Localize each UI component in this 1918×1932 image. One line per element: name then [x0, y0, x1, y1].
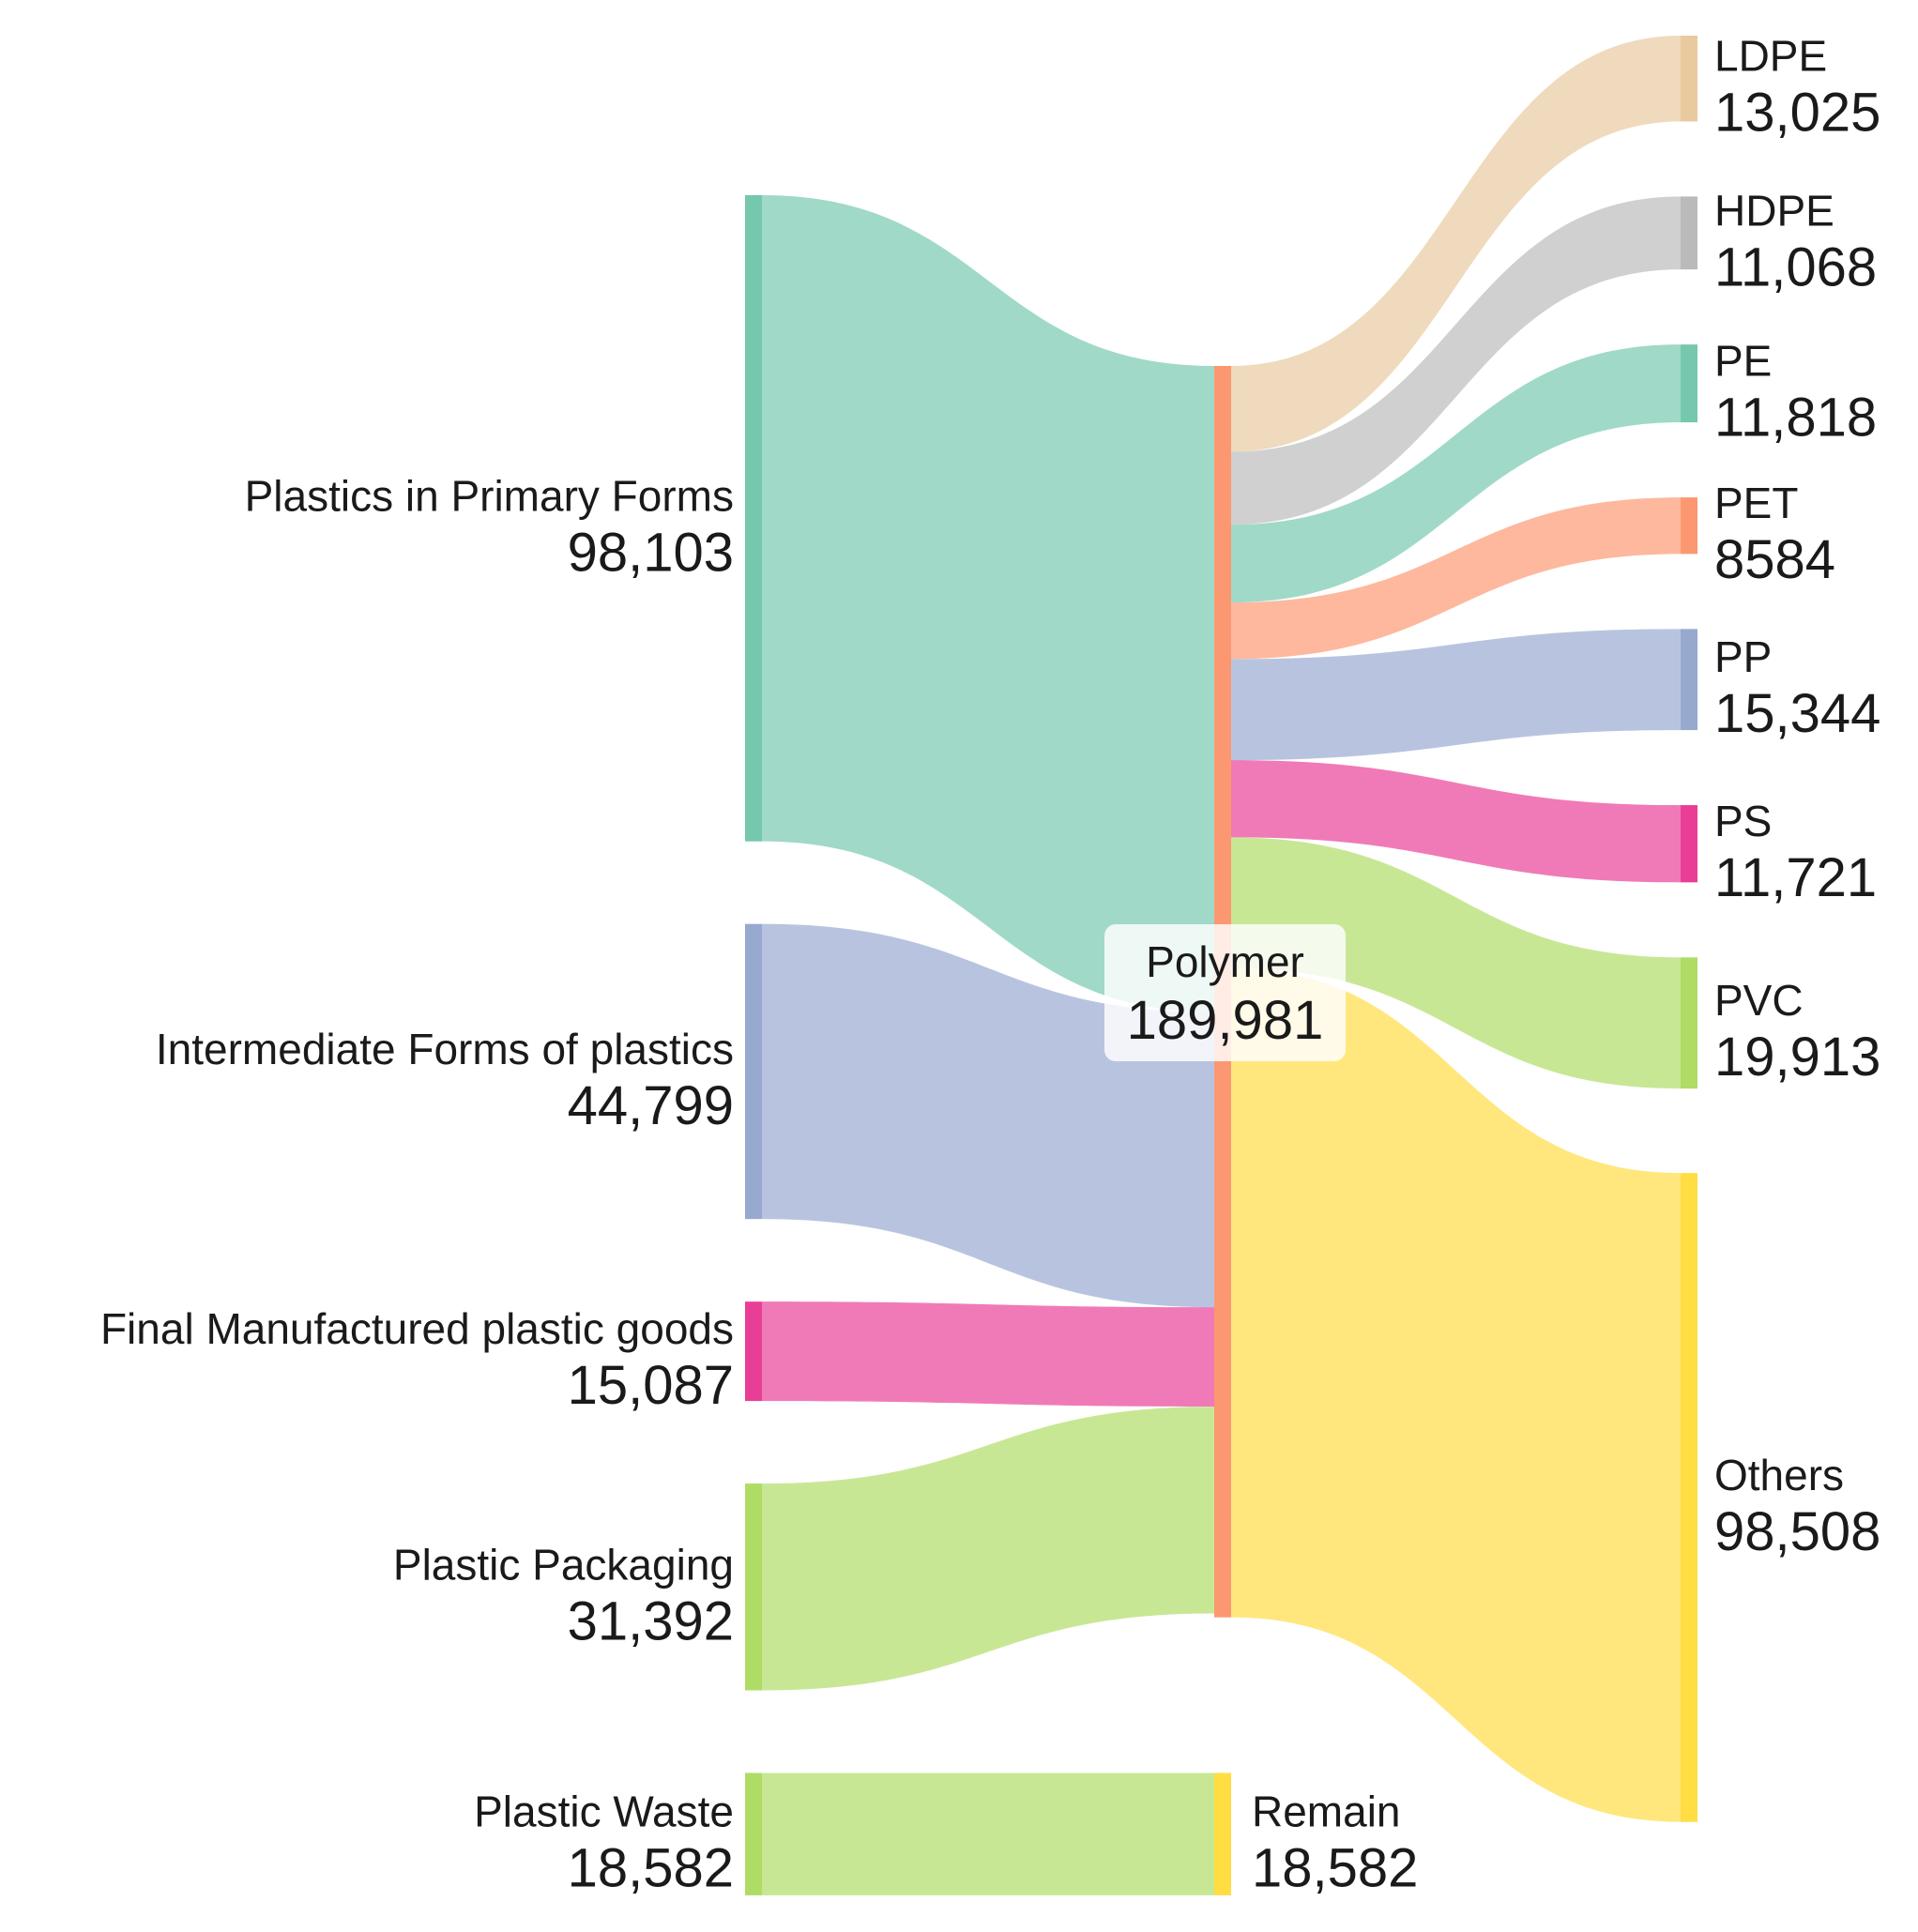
link-polymer-pp[interactable]: [1231, 629, 1681, 761]
remain-label-box: [1239, 1767, 1454, 1837]
node-label-primary: Plastics in Primary Forms: [245, 471, 734, 520]
link-final-polymer[interactable]: [762, 1301, 1214, 1407]
node-ps[interactable]: [1681, 805, 1697, 883]
node-label-packaging: Plastic Packaging: [393, 1540, 734, 1589]
node-value-intermediate: 44,799: [568, 1075, 734, 1136]
link-polymer-pe[interactable]: [1231, 344, 1681, 603]
node-value-polymer: 189,981: [1127, 990, 1324, 1051]
node-value-pet: 8584: [1714, 529, 1835, 590]
node-label-intermediate: Intermediate Forms of plastics: [156, 1025, 734, 1073]
node-waste[interactable]: [745, 1772, 762, 1895]
node-remain[interactable]: [1214, 1772, 1231, 1895]
node-pp[interactable]: [1681, 629, 1697, 731]
node-label-pp: PP: [1714, 632, 1772, 681]
node-primary[interactable]: [745, 195, 762, 842]
node-others[interactable]: [1681, 1173, 1697, 1822]
node-value-pvc: 19,913: [1714, 1027, 1880, 1088]
node-value-pe: 11,818: [1714, 388, 1877, 449]
link-polymer-ps[interactable]: [1231, 760, 1681, 883]
node-value-primary: 98,103: [568, 522, 734, 583]
node-pvc[interactable]: [1681, 957, 1697, 1089]
node-value-waste: 18,582: [568, 1838, 734, 1899]
link-layer: [762, 36, 1681, 1895]
node-value-pp: 15,344: [1714, 683, 1880, 744]
node-value-others: 98,508: [1714, 1501, 1880, 1562]
node-label-pet: PET: [1714, 479, 1798, 527]
link-packaging-polymer[interactable]: [762, 1407, 1214, 1691]
link-waste-remain[interactable]: [762, 1772, 1214, 1895]
node-label-pe: PE: [1714, 337, 1772, 386]
node-intermediate[interactable]: [745, 923, 762, 1220]
node-value-hdpe: 11,068: [1714, 236, 1877, 297]
node-label-ps: PS: [1714, 797, 1772, 845]
node-label-waste: Plastic Waste: [474, 1787, 734, 1836]
node-label-ldpe: LDPE: [1714, 32, 1827, 81]
node-final[interactable]: [745, 1301, 762, 1402]
node-value-ldpe: 13,025: [1714, 83, 1880, 144]
node-label-pvc: PVC: [1714, 976, 1804, 1025]
link-polymer-others[interactable]: [1231, 968, 1681, 1822]
node-label-remain: Remain: [1252, 1787, 1401, 1836]
link-polymer-hdpe[interactable]: [1231, 196, 1681, 525]
node-value-final: 15,087: [568, 1355, 734, 1416]
node-label-polymer: Polymer: [1146, 937, 1304, 986]
node-label-others: Others: [1714, 1451, 1844, 1499]
node-label-hdpe: HDPE: [1714, 186, 1834, 235]
node-ldpe[interactable]: [1681, 36, 1697, 122]
node-pe[interactable]: [1681, 344, 1697, 423]
node-label-final: Final Manufactured plastic goods: [100, 1304, 734, 1353]
link-intermediate-polymer[interactable]: [762, 923, 1214, 1308]
link-polymer-ldpe[interactable]: [1231, 36, 1681, 452]
node-packaging[interactable]: [745, 1483, 762, 1691]
node-value-packaging: 31,392: [568, 1590, 734, 1651]
node-value-remain: 18,582: [1252, 1838, 1418, 1899]
node-value-ps: 11,721: [1714, 847, 1877, 908]
link-polymer-pvc[interactable]: [1231, 837, 1681, 1089]
link-polymer-pet[interactable]: [1231, 497, 1681, 660]
polymer-label-box: [1104, 924, 1346, 1061]
node-pet[interactable]: [1681, 497, 1697, 555]
node-hdpe[interactable]: [1681, 196, 1697, 270]
link-primary-polymer[interactable]: [762, 195, 1214, 1012]
